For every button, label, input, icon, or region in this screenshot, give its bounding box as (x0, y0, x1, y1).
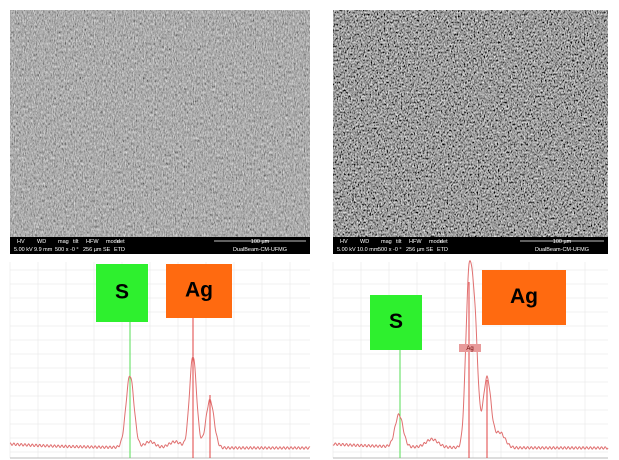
info-value: 500 x (378, 247, 392, 253)
info-label: tilt (396, 239, 402, 245)
element-label: Ag (185, 279, 213, 302)
source-label: DualBeam-CM-UFMG (535, 247, 589, 253)
info-label: mag (381, 239, 392, 245)
info-value: -0 ° (393, 247, 402, 253)
spectrum-curve (333, 261, 608, 450)
info-value: 5.00 kV (337, 247, 356, 253)
info-label: WD (360, 239, 369, 245)
spectrum-curve (10, 357, 310, 449)
info-value: 256 µm (83, 247, 102, 253)
info-value: SE (103, 247, 111, 253)
info-label: mag (58, 239, 69, 245)
info-value: 5.00 kV (14, 247, 33, 253)
figure: HV 5.00 kV WD 9.9 mm mag 500 x tilt -0 ° HFW 256 … (0, 0, 619, 460)
info-value: 256 µm (406, 247, 425, 253)
info-value: -0 ° (70, 247, 79, 253)
info-label: HV (340, 239, 348, 245)
info-value: SE (426, 247, 434, 253)
peak-tag-label: Ag (466, 346, 473, 352)
element-label: Ag (510, 285, 538, 308)
page: HV 5.00 kV WD 9.9 mm mag 500 x tilt -0 ° HFW 256 … (0, 0, 619, 460)
info-value: 10.0 mm (357, 247, 379, 253)
info-value: ETD (437, 247, 448, 253)
scale-label: 100 µm (553, 239, 572, 245)
scale-label: 100 µm (251, 239, 270, 245)
info-label: det (440, 239, 448, 245)
info-label: WD (37, 239, 46, 245)
info-value: ETD (114, 247, 125, 253)
info-value: 500 x (55, 247, 69, 253)
info-label: HV (17, 239, 25, 245)
info-label: tilt (73, 239, 79, 245)
info-label: det (117, 239, 125, 245)
sem-image (10, 10, 310, 254)
info-label: HFW (86, 239, 99, 245)
info-value: 9.9 mm (34, 247, 53, 253)
sem-image (333, 10, 608, 254)
info-label: HFW (409, 239, 422, 245)
element-label: S (389, 310, 403, 333)
source-label: DualBeam-CM-UFMG (233, 247, 287, 253)
element-label: S (115, 281, 129, 304)
